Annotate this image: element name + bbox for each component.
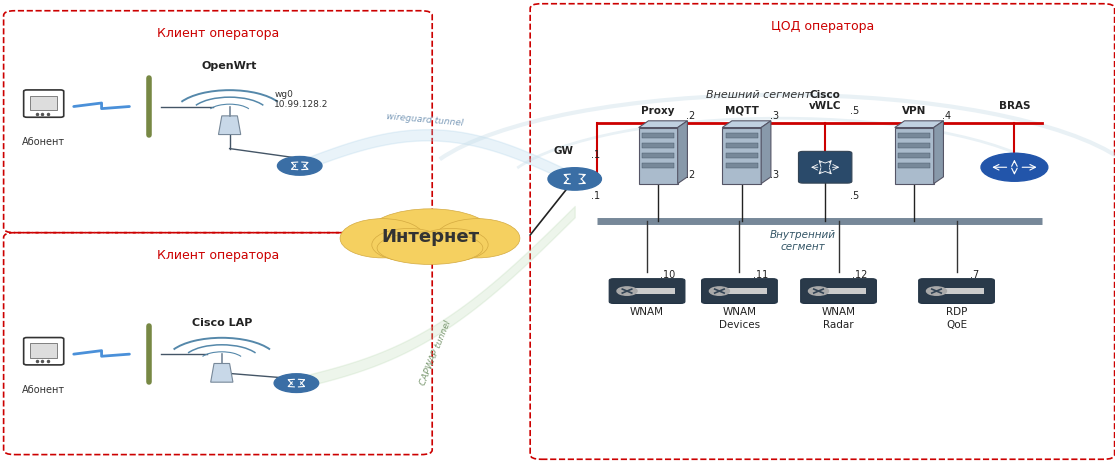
Text: GW: GW: [554, 146, 574, 156]
Text: .1: .1: [591, 191, 600, 201]
Text: .7: .7: [970, 270, 979, 280]
Text: Интернет: Интернет: [381, 228, 479, 246]
FancyBboxPatch shape: [895, 127, 934, 184]
FancyBboxPatch shape: [712, 288, 768, 294]
FancyBboxPatch shape: [23, 337, 64, 365]
Circle shape: [710, 287, 730, 295]
Text: WNAM
Radar: WNAM Radar: [821, 307, 856, 330]
FancyBboxPatch shape: [725, 164, 758, 168]
Ellipse shape: [340, 219, 425, 258]
FancyBboxPatch shape: [725, 143, 758, 148]
Ellipse shape: [414, 228, 488, 261]
Polygon shape: [895, 121, 943, 127]
FancyBboxPatch shape: [702, 279, 778, 304]
Text: OpenWrt: OpenWrt: [202, 62, 258, 71]
Polygon shape: [761, 121, 771, 184]
Ellipse shape: [366, 209, 493, 261]
FancyBboxPatch shape: [898, 143, 931, 148]
Polygon shape: [211, 363, 233, 382]
Polygon shape: [638, 121, 687, 127]
FancyBboxPatch shape: [30, 343, 57, 358]
FancyBboxPatch shape: [642, 164, 674, 168]
FancyBboxPatch shape: [722, 127, 761, 184]
FancyBboxPatch shape: [619, 288, 675, 294]
Text: .12: .12: [852, 270, 867, 280]
Text: BRAS: BRAS: [999, 101, 1030, 111]
FancyBboxPatch shape: [898, 133, 931, 138]
Text: .2: .2: [686, 110, 695, 120]
Circle shape: [617, 287, 637, 295]
FancyBboxPatch shape: [609, 279, 685, 304]
Text: .5: .5: [849, 106, 859, 116]
Text: RDP
QoE: RDP QoE: [946, 307, 968, 330]
Text: wg0
10.99.128.2: wg0 10.99.128.2: [275, 90, 328, 109]
Text: Клиент оператора: Клиент оператора: [156, 27, 279, 40]
FancyBboxPatch shape: [918, 279, 994, 304]
FancyBboxPatch shape: [23, 90, 64, 117]
FancyBboxPatch shape: [800, 279, 876, 304]
FancyBboxPatch shape: [725, 133, 758, 138]
Polygon shape: [677, 121, 687, 184]
FancyBboxPatch shape: [725, 153, 758, 158]
Text: .3: .3: [770, 170, 779, 180]
Circle shape: [278, 157, 323, 175]
Text: MQTT: MQTT: [724, 106, 759, 116]
Text: .10: .10: [661, 270, 675, 280]
Circle shape: [548, 168, 602, 190]
FancyBboxPatch shape: [638, 127, 677, 184]
FancyBboxPatch shape: [810, 288, 866, 294]
FancyBboxPatch shape: [642, 153, 674, 158]
Text: CAPWAP tunnel: CAPWAP tunnel: [418, 319, 453, 387]
FancyBboxPatch shape: [929, 288, 984, 294]
Text: Внутренний
сегмент: Внутренний сегмент: [770, 230, 836, 252]
Text: Абонент: Абонент: [22, 384, 65, 394]
Text: Клиент оператора: Клиент оператора: [156, 249, 279, 262]
Text: .5: .5: [849, 191, 859, 201]
Text: Абонент: Абонент: [22, 137, 65, 147]
Text: Cisco LAP: Cisco LAP: [192, 319, 252, 329]
Text: .4: .4: [942, 110, 951, 120]
Text: ЦОД оператора: ЦОД оператора: [771, 20, 874, 33]
Text: WNAM: WNAM: [631, 307, 664, 317]
Text: .2: .2: [686, 170, 695, 180]
Text: VPN: VPN: [902, 106, 926, 116]
Ellipse shape: [377, 232, 483, 265]
FancyBboxPatch shape: [898, 164, 931, 168]
Text: Внешний сегмент: Внешний сегмент: [706, 89, 811, 100]
Text: .3: .3: [770, 110, 779, 120]
Polygon shape: [219, 116, 241, 134]
FancyBboxPatch shape: [642, 133, 674, 138]
Text: Cisco
vWLC: Cisco vWLC: [809, 90, 841, 111]
Text: WNAM
Devices: WNAM Devices: [719, 307, 760, 330]
Ellipse shape: [435, 219, 520, 258]
FancyBboxPatch shape: [798, 151, 852, 183]
Text: .1: .1: [591, 150, 600, 160]
Circle shape: [808, 287, 828, 295]
FancyBboxPatch shape: [30, 95, 57, 110]
Text: Proxy: Proxy: [642, 106, 675, 116]
Text: wireguard tunnel: wireguard tunnel: [385, 112, 463, 127]
FancyBboxPatch shape: [898, 153, 931, 158]
Polygon shape: [722, 121, 771, 127]
Text: .11: .11: [753, 270, 768, 280]
Polygon shape: [934, 121, 943, 184]
Ellipse shape: [372, 228, 446, 261]
Circle shape: [926, 287, 946, 295]
Circle shape: [981, 153, 1048, 181]
Circle shape: [275, 374, 319, 392]
FancyBboxPatch shape: [642, 143, 674, 148]
